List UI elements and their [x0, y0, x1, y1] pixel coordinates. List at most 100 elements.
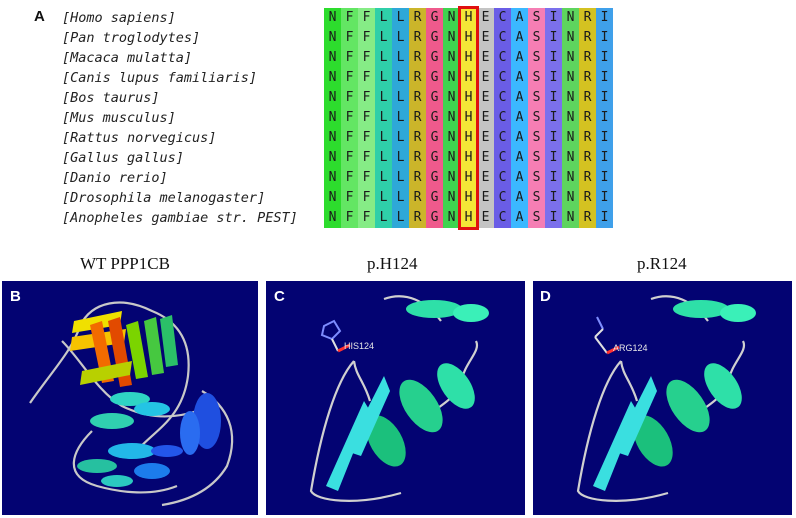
- residue-cell: F: [358, 68, 375, 88]
- residue-cell: I: [596, 8, 613, 28]
- residue-cell: L: [375, 108, 392, 128]
- species-name: [Drosophila melanogaster]: [62, 190, 266, 206]
- residue-cell: N: [562, 168, 579, 188]
- residue-cell: I: [596, 48, 613, 68]
- residue-cell: I: [596, 188, 613, 208]
- residue-cell: S: [528, 48, 545, 68]
- residue-cell: N: [443, 168, 460, 188]
- residue-cell: L: [375, 8, 392, 28]
- residue-cell: I: [545, 48, 562, 68]
- residue-cell: R: [579, 128, 596, 148]
- residue-cell: F: [341, 28, 358, 48]
- panel-letter-b: B: [10, 288, 21, 305]
- residue-cell: I: [545, 208, 562, 228]
- residue-cell: G: [426, 168, 443, 188]
- panel-letter-c: C: [274, 288, 285, 305]
- wt-ribbon-image: [29, 301, 234, 507]
- residue-cell: H: [460, 28, 477, 48]
- residue-cell: L: [392, 68, 409, 88]
- label-wt-ppp1cb: WT PPP1CB: [80, 254, 170, 273]
- residue-cell: L: [375, 148, 392, 168]
- residue-cell: N: [562, 148, 579, 168]
- residue-cell: E: [477, 8, 494, 28]
- residue-cell: R: [579, 188, 596, 208]
- species-name: [Gallus gallus]: [62, 150, 184, 166]
- residue-cell: L: [392, 28, 409, 48]
- residue-cell: R: [579, 208, 596, 228]
- residue-cell: I: [596, 208, 613, 228]
- residue-cell: G: [426, 48, 443, 68]
- residue-cell: N: [443, 28, 460, 48]
- residue-cell: E: [477, 208, 494, 228]
- residue-cell: L: [375, 188, 392, 208]
- residue-cell: R: [409, 168, 426, 188]
- residue-cell: S: [528, 188, 545, 208]
- residue-cell: R: [409, 208, 426, 228]
- residue-cell: N: [562, 68, 579, 88]
- panel-d-r124-structure: ARG124: [533, 281, 792, 515]
- residue-cell: N: [443, 188, 460, 208]
- residue-cell: N: [324, 68, 341, 88]
- residue-cell: R: [579, 108, 596, 128]
- residue-cell: F: [358, 168, 375, 188]
- residue-cell: N: [562, 28, 579, 48]
- residue-cell: H: [460, 128, 477, 148]
- species-name: [Canis lupus familiaris]: [62, 70, 258, 86]
- residue-cell: N: [562, 208, 579, 228]
- residue-cell: F: [358, 48, 375, 68]
- residue-cell: F: [341, 168, 358, 188]
- residue-cell: R: [579, 68, 596, 88]
- residue-cell: G: [426, 148, 443, 168]
- residue-cell: R: [409, 108, 426, 128]
- residue-cell: L: [392, 88, 409, 108]
- residue-cell: L: [375, 128, 392, 148]
- residue-cell: N: [443, 48, 460, 68]
- residue-cell: G: [426, 108, 443, 128]
- species-name: [Rattus norvegicus]: [62, 130, 217, 146]
- residue-cell: I: [596, 148, 613, 168]
- panel-c-h124-structure: HIS124: [266, 281, 525, 515]
- residue-cell: I: [545, 188, 562, 208]
- residue-cell: A: [511, 108, 528, 128]
- residue-cell: G: [426, 208, 443, 228]
- residue-cell: L: [392, 48, 409, 68]
- residue-cell: L: [392, 208, 409, 228]
- residue-cell: I: [596, 168, 613, 188]
- residue-cell: R: [579, 28, 596, 48]
- residue-cell: F: [358, 108, 375, 128]
- residue-cell: H: [460, 108, 477, 128]
- residue-cell: F: [341, 48, 358, 68]
- species-name: [Pan troglodytes]: [62, 30, 201, 46]
- residue-cell: C: [494, 148, 511, 168]
- residue-cell: R: [409, 148, 426, 168]
- residue-cell: A: [511, 88, 528, 108]
- residue-cell: G: [426, 188, 443, 208]
- residue-cell: I: [596, 68, 613, 88]
- residue-cell: N: [443, 208, 460, 228]
- residue-cell: C: [494, 88, 511, 108]
- residue-cell: F: [358, 208, 375, 228]
- residue-cell: S: [528, 8, 545, 28]
- residue-cell: E: [477, 108, 494, 128]
- residue-cell: F: [341, 148, 358, 168]
- residue-cell: F: [358, 28, 375, 48]
- residue-cell: A: [511, 188, 528, 208]
- residue-cell: N: [324, 28, 341, 48]
- residue-label-arg124: ARG124: [613, 343, 648, 353]
- residue-cell: N: [324, 8, 341, 28]
- residue-cell: N: [562, 8, 579, 28]
- residue-cell: L: [392, 148, 409, 168]
- residue-cell: S: [528, 88, 545, 108]
- residue-cell: C: [494, 28, 511, 48]
- residue-cell: I: [545, 68, 562, 88]
- residue-cell: L: [375, 168, 392, 188]
- residue-cell: N: [324, 48, 341, 68]
- residue-cell: E: [477, 88, 494, 108]
- residue-cell: C: [494, 168, 511, 188]
- residue-cell: H: [460, 208, 477, 228]
- his-side-chain: [320, 319, 351, 353]
- panel-b-wt-structure: [2, 281, 258, 515]
- residue-cell: E: [477, 68, 494, 88]
- residue-cell: F: [341, 108, 358, 128]
- residue-cell: N: [324, 128, 341, 148]
